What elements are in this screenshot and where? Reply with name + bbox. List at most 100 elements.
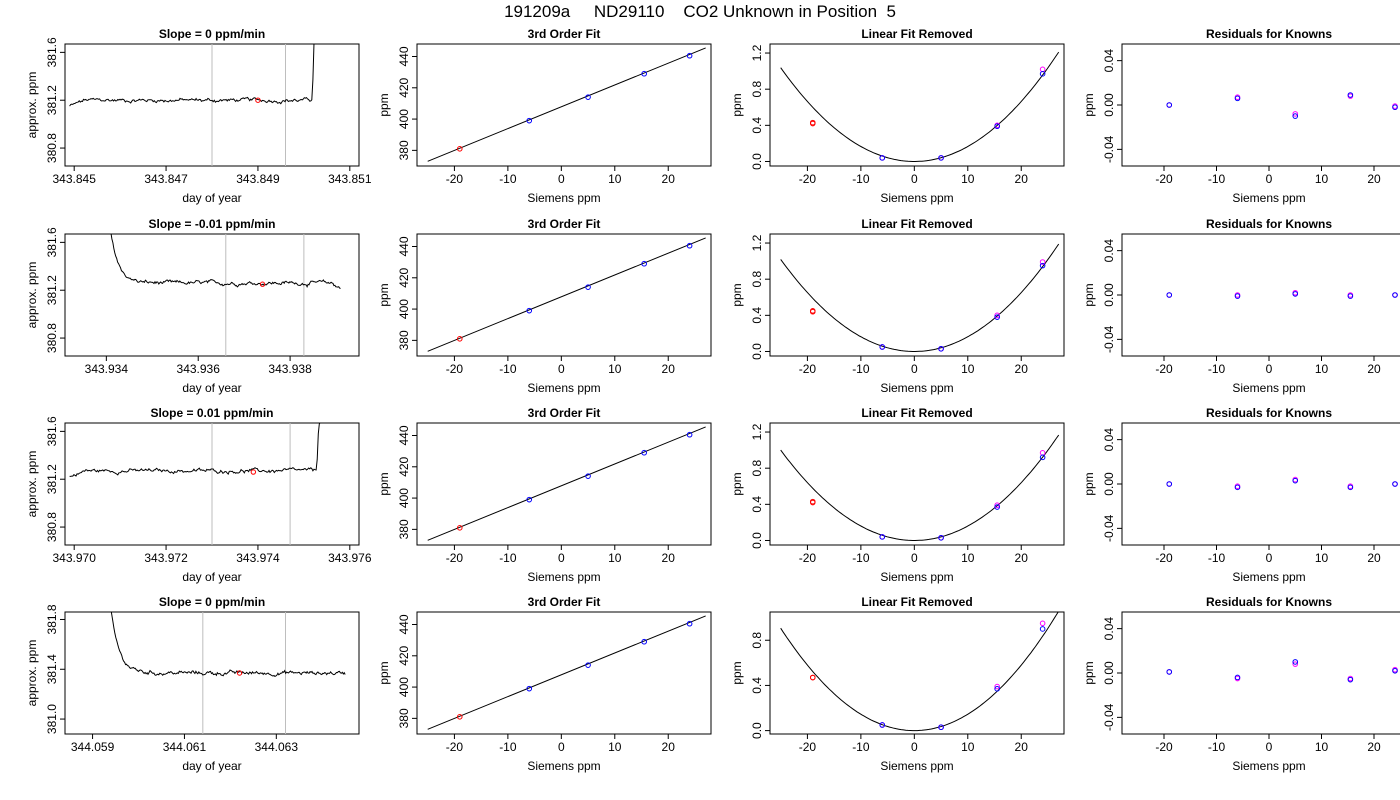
x-tick-label: 343.934 [85, 362, 129, 376]
panel-title: Slope = 0.01 ppm/min [150, 406, 273, 420]
plot-frame [416, 611, 712, 735]
residual-point [1292, 661, 1299, 667]
x-tick-label: 20 [662, 172, 676, 186]
y-tick-label: -0.04 [1102, 135, 1116, 163]
residual-point [1166, 481, 1173, 487]
y-tick-label: 0.0 [750, 343, 764, 360]
x-tick-label: 344.059 [71, 740, 115, 754]
unknown-marker [250, 469, 257, 475]
plot-frame [1121, 611, 1400, 735]
fit-point [641, 449, 647, 456]
page-title: 191209a ND29110 CO2 Unknown in Position … [504, 2, 896, 21]
plot-frame [416, 233, 712, 357]
x-tick-label: 10 [961, 551, 975, 565]
y-axis-label: ppm [730, 93, 744, 116]
fitted-point [809, 498, 816, 505]
fit-line [427, 47, 706, 162]
plot-frame [769, 611, 1065, 735]
x-tick-label: -10 [852, 740, 870, 754]
fit-point [686, 620, 693, 627]
x-axis-label: Siemens ppm [1232, 570, 1305, 584]
x-tick-label: 343.845 [52, 172, 96, 186]
analyzer-trace [110, 612, 346, 678]
x-tick-label: 20 [1015, 551, 1029, 565]
y-tick-label: 381.6 [45, 227, 59, 257]
x-tick-label: 0 [911, 551, 918, 565]
y-tick-label: 0.4 [750, 307, 764, 324]
x-tick-label: -20 [1155, 172, 1173, 186]
y-tick-label: 400 [397, 677, 411, 697]
y-tick-label: 0.00 [1102, 283, 1116, 307]
y-tick-label: 381.2 [45, 85, 59, 115]
x-tick-label: -20 [799, 740, 817, 754]
x-tick-label: 343.851 [328, 172, 372, 186]
fit-point [585, 473, 591, 479]
x-tick-label: -10 [1208, 740, 1226, 754]
y-tick-label: 440 [397, 46, 411, 66]
y-tick-label: 381.6 [45, 37, 59, 67]
x-axis-label: day of year [182, 191, 241, 205]
residual-point [1392, 104, 1398, 111]
plot-frame [769, 233, 1065, 357]
fit-point [641, 260, 647, 267]
fitted-point [938, 345, 944, 352]
fitted-point [879, 534, 886, 540]
x-tick-label: -20 [446, 362, 464, 376]
x-tick-label: 343.976 [328, 551, 372, 565]
y-tick-label: 400 [397, 488, 411, 508]
residual-point [1392, 481, 1398, 487]
plot-frame [1121, 233, 1400, 357]
x-tick-label: -10 [1208, 551, 1226, 565]
y-tick-label: -0.04 [1102, 325, 1116, 353]
observed-point [1039, 620, 1046, 627]
x-tick-label: 343.970 [52, 551, 96, 565]
x-tick-label: -10 [499, 551, 517, 565]
y-axis-label: ppm [730, 472, 744, 495]
x-tick-label: 10 [1315, 172, 1329, 186]
residual-point [1392, 292, 1398, 298]
x-axis-label: Siemens ppm [1232, 381, 1305, 395]
fit-point [585, 94, 591, 100]
x-tick-label: 10 [1315, 740, 1329, 754]
x-tick-label: 20 [1367, 362, 1381, 376]
y-tick-label: 380 [397, 708, 411, 728]
panel-title: Residuals for Knowns [1206, 595, 1332, 609]
fitted-point [994, 314, 1000, 320]
fit-point [456, 713, 463, 720]
x-tick-label: 0 [558, 740, 565, 754]
x-axis-label: Siemens ppm [880, 381, 953, 395]
panel-title: Linear Fit Removed [861, 27, 972, 41]
x-tick-label: -20 [1155, 740, 1173, 754]
residual-point [1166, 669, 1173, 675]
y-axis-label: ppm [1082, 472, 1096, 495]
y-axis-label: ppm [1082, 93, 1096, 116]
x-tick-label: 20 [1015, 740, 1029, 754]
y-axis-label: approx. ppm [25, 640, 39, 707]
y-axis-label: ppm [377, 93, 391, 116]
y-tick-label: 420 [397, 267, 411, 287]
x-tick-label: 344.061 [163, 740, 207, 754]
fitted-point [938, 724, 944, 731]
y-axis-label: approx. ppm [25, 451, 39, 518]
x-tick-label: 343.847 [144, 172, 188, 186]
fit-point [526, 685, 533, 692]
y-axis-label: ppm [730, 661, 744, 684]
x-tick-label: -10 [499, 740, 517, 754]
fit-point [456, 335, 463, 342]
fitted-point [1039, 262, 1046, 269]
fit-point [641, 638, 647, 645]
x-tick-label: 0 [911, 172, 918, 186]
y-tick-label: 0.04 [1102, 617, 1116, 641]
y-tick-label: 0.8 [750, 271, 764, 288]
y-axis-label: ppm [730, 283, 744, 306]
residual-point [1234, 95, 1241, 102]
y-tick-label: 0.8 [750, 81, 764, 98]
x-tick-label: 10 [608, 362, 622, 376]
y-axis-label: ppm [377, 472, 391, 495]
y-axis-label: approx. ppm [25, 262, 39, 329]
plot-frame [64, 611, 360, 735]
fitted-point [1039, 626, 1046, 632]
x-axis-label: Siemens ppm [880, 570, 953, 584]
y-tick-label: 0.8 [750, 632, 764, 649]
